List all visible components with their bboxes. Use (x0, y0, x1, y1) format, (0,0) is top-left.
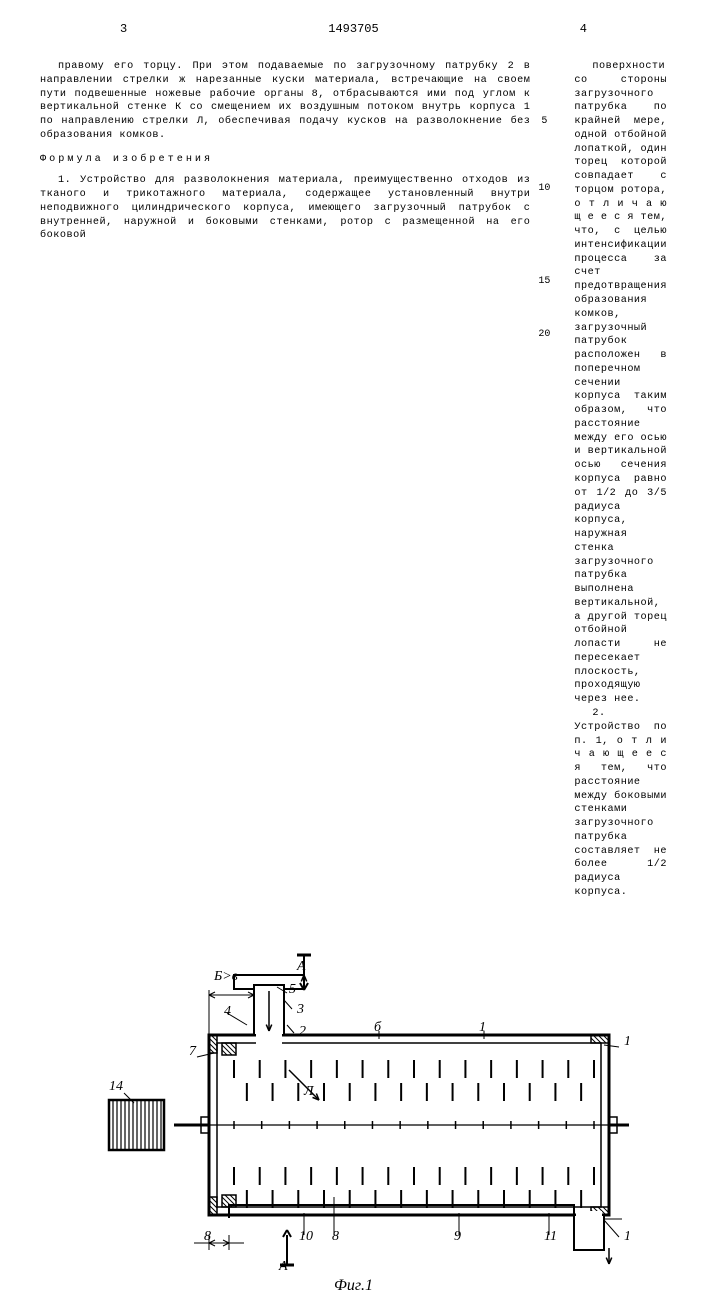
page: 3 4 1493705 правому его торцу. При этом … (0, 0, 707, 1000)
left-column: правому его торцу. При этом подаваемые п… (40, 60, 530, 900)
svg-text:А: А (296, 959, 306, 974)
text-columns: правому его торцу. При этом подаваемые п… (40, 60, 667, 900)
svg-text:4: 4 (224, 1004, 231, 1019)
figure-1-diagram: 12345б791011121314ААБ>вЛ88 (79, 935, 629, 1275)
svg-text:10: 10 (299, 1229, 313, 1244)
svg-text:1: 1 (479, 1020, 486, 1035)
figure-area: 12345б791011121314ААБ>вЛ88 (40, 935, 667, 1275)
svg-text:Б>в: Б>в (213, 969, 238, 984)
line-num: 5 (534, 115, 554, 129)
svg-text:14: 14 (109, 1079, 123, 1094)
svg-text:7: 7 (189, 1044, 197, 1059)
svg-text:13: 13 (624, 1229, 629, 1244)
right-text-2: 2. Устройство по п. 1, о т л и ч а ю щ е… (574, 707, 667, 900)
patent-number: 1493705 (0, 22, 707, 36)
svg-text:3: 3 (296, 1002, 304, 1017)
left-text-2: 1. Устройство для разволокнения материал… (40, 174, 530, 243)
right-text-1: поверхности со стороны загрузочного патр… (574, 60, 667, 707)
figure-caption: Фиг.1 (40, 1277, 667, 1295)
svg-text:А: А (278, 1259, 288, 1274)
line-numbers-gutter: 5 10 15 20 (534, 60, 554, 900)
svg-text:2: 2 (299, 1024, 306, 1039)
svg-text:8: 8 (332, 1229, 339, 1244)
line-num: 20 (534, 328, 554, 342)
line-num: 15 (534, 275, 554, 289)
svg-text:Л: Л (303, 1084, 315, 1099)
formula-title: Формула изобретения (40, 153, 530, 167)
svg-text:5: 5 (289, 982, 296, 997)
svg-text:9: 9 (454, 1229, 461, 1244)
svg-text:б: б (374, 1020, 382, 1035)
svg-text:8: 8 (204, 1229, 211, 1244)
svg-text:12: 12 (624, 1034, 629, 1049)
right-column: поверхности со стороны загрузочного патр… (574, 60, 667, 900)
left-text-1: правому его торцу. При этом подаваемые п… (40, 60, 530, 143)
line-num: 10 (534, 182, 554, 196)
left-column-wrapper: правому его торцу. При этом подаваемые п… (40, 60, 554, 900)
svg-text:11: 11 (544, 1229, 557, 1244)
